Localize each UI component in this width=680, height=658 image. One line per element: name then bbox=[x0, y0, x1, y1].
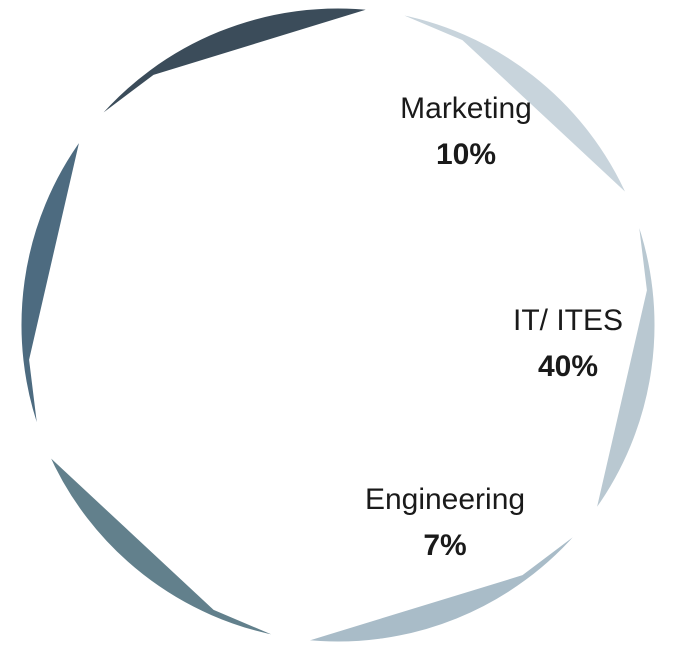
segment-label: Operations bbox=[132, 503, 279, 536]
segment-label: Others bbox=[63, 301, 153, 334]
segment-value-label: 40% bbox=[538, 350, 598, 383]
segment-label: IT/ ITES bbox=[513, 304, 623, 337]
segment-label: Engineering bbox=[365, 483, 525, 516]
segment-value-label: 8% bbox=[211, 150, 254, 183]
labels-layer: Marketing 10% IT/ ITES 40% Engineering 7% Oper… bbox=[63, 92, 623, 582]
segment-marketing bbox=[390, 9, 631, 199]
segments-layer bbox=[18, 5, 658, 645]
segment-operations bbox=[45, 451, 286, 641]
segment-value-label: 10% bbox=[436, 138, 496, 171]
segment-engineering bbox=[302, 526, 585, 645]
segment-label: Marketing bbox=[400, 92, 532, 125]
segment-consulting bbox=[91, 5, 374, 124]
segment-value-label: 7% bbox=[423, 529, 466, 562]
segment-label: Consulting bbox=[162, 104, 304, 137]
segment-value-label: 30% bbox=[175, 549, 235, 582]
segment-value-label: 5% bbox=[86, 347, 129, 380]
segment-others bbox=[18, 135, 84, 437]
segment-it-ites bbox=[592, 213, 658, 515]
